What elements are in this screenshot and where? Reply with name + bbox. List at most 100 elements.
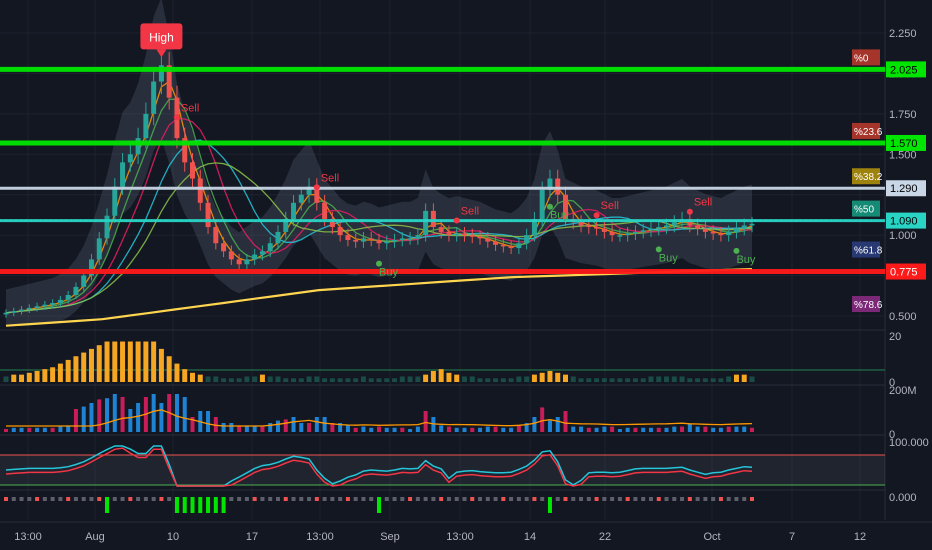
candle-body (143, 113, 149, 139)
histogram-bar (446, 497, 451, 501)
price-panel[interactable]: High Sell Sell Sell Sell Sell Buy Buy Buy Buy (0, 0, 885, 327)
histogram-bar (369, 497, 374, 501)
volume-indicator-bar (11, 374, 17, 382)
candle-body (726, 231, 732, 236)
histogram-bar (283, 497, 288, 501)
volume-bar (750, 427, 754, 432)
histogram-bar (120, 497, 125, 501)
histogram-bar (695, 497, 700, 501)
moving-average-line (5, 139, 753, 314)
volume-indicator-bar (151, 341, 157, 382)
time-axis[interactable]: 13:00 Aug 10 17 13:00 Sep 13:00 14 22 Oct 7 12 (0, 521, 932, 550)
level-price-tag-text: 1.570 (890, 138, 918, 150)
volume-bar (610, 426, 615, 432)
candle-body (469, 235, 475, 237)
histogram-bar (602, 497, 607, 501)
volume-bar (369, 427, 374, 432)
volume-bar (547, 420, 552, 432)
volume-bar (423, 411, 428, 432)
candle-body (337, 227, 343, 236)
buy-label: Buy (659, 252, 678, 264)
candle-body (555, 178, 561, 195)
volume-bar (563, 411, 568, 432)
volume-bar (742, 426, 747, 432)
candle-body (710, 231, 716, 234)
candle-body (236, 259, 242, 265)
candle-body (671, 222, 677, 226)
candle-body (461, 233, 467, 236)
volume-bar (509, 427, 514, 432)
histogram-bar (198, 497, 203, 513)
volume-tick: 200M (889, 385, 917, 397)
volume-bar (726, 426, 731, 432)
fib-percent-tag (852, 241, 880, 258)
fib-percent-tag-text: %0 (854, 53, 869, 64)
volume-bar (478, 427, 483, 432)
time-axis-bg (0, 522, 932, 550)
oscillator-line (5, 445, 753, 487)
volume-bar (182, 397, 187, 432)
histogram-bar (617, 497, 622, 501)
histogram-bar (361, 497, 366, 501)
oscillator-tick: 100.000 (889, 437, 929, 449)
volume-indicator-bar (244, 376, 250, 382)
histogram-bar (485, 497, 490, 501)
volume-bar (19, 427, 24, 432)
volume-indicator-bar (563, 374, 568, 382)
volume-bar (190, 417, 195, 432)
candle-body (695, 225, 701, 229)
histogram-bar (462, 497, 467, 501)
candle-body (96, 238, 102, 260)
candle-body (601, 228, 607, 232)
volume-bar (641, 427, 646, 432)
price-tick-label: 2.250 (889, 28, 917, 40)
volume-bar (330, 423, 335, 432)
histogram-bar (750, 497, 754, 501)
histogram-bar (143, 497, 148, 501)
histogram-bar (151, 497, 156, 501)
fib-percent-tag-text: %50 (854, 205, 874, 216)
volume-bar (338, 423, 343, 432)
volume-indicator-bar (594, 378, 600, 382)
candle-body (252, 254, 258, 260)
volume-bar (268, 423, 273, 432)
histogram-bar (58, 497, 63, 501)
volume-bar (105, 398, 110, 432)
volume-indicator-bar (399, 376, 405, 382)
candle-body (687, 218, 693, 226)
histogram-bar (322, 497, 327, 501)
volume-indicator-bar (531, 374, 537, 382)
volume-bar (656, 427, 661, 432)
volume-bar (151, 394, 156, 432)
volume-bar (454, 427, 459, 432)
volume-bar (703, 426, 708, 432)
volume-indicator-bar (461, 376, 467, 382)
candle-body (399, 238, 405, 240)
histogram-bar (244, 497, 249, 501)
candle-body (368, 238, 374, 240)
fib-percent-tag (852, 200, 880, 217)
histogram-bar (478, 497, 483, 501)
candle-body (182, 138, 188, 163)
candle-body (446, 231, 452, 236)
histogram-bar (586, 497, 591, 501)
histogram-bar (307, 497, 312, 501)
volume-indicator-bar (415, 376, 421, 382)
candle-body (594, 227, 600, 229)
volume-indicator-bar (81, 352, 87, 382)
price-axis[interactable]: 2.2502.0001.7501.5001.0000.5002.025%01.5… (852, 28, 929, 504)
volume-indicator-bar (384, 378, 390, 382)
volume-indicator-bar (446, 372, 452, 382)
indicator-panels[interactable] (0, 341, 885, 513)
candle-body (158, 65, 164, 82)
volume-bar (555, 417, 560, 432)
candle-body (88, 259, 94, 276)
candle-body (392, 239, 398, 242)
volume-indicator-bar (485, 378, 491, 382)
level-price-tag (886, 180, 926, 197)
buy-label: Buy (379, 267, 398, 279)
volume-bar (392, 427, 397, 432)
buy-label: Buy (550, 210, 569, 222)
histogram-bar (35, 497, 40, 501)
